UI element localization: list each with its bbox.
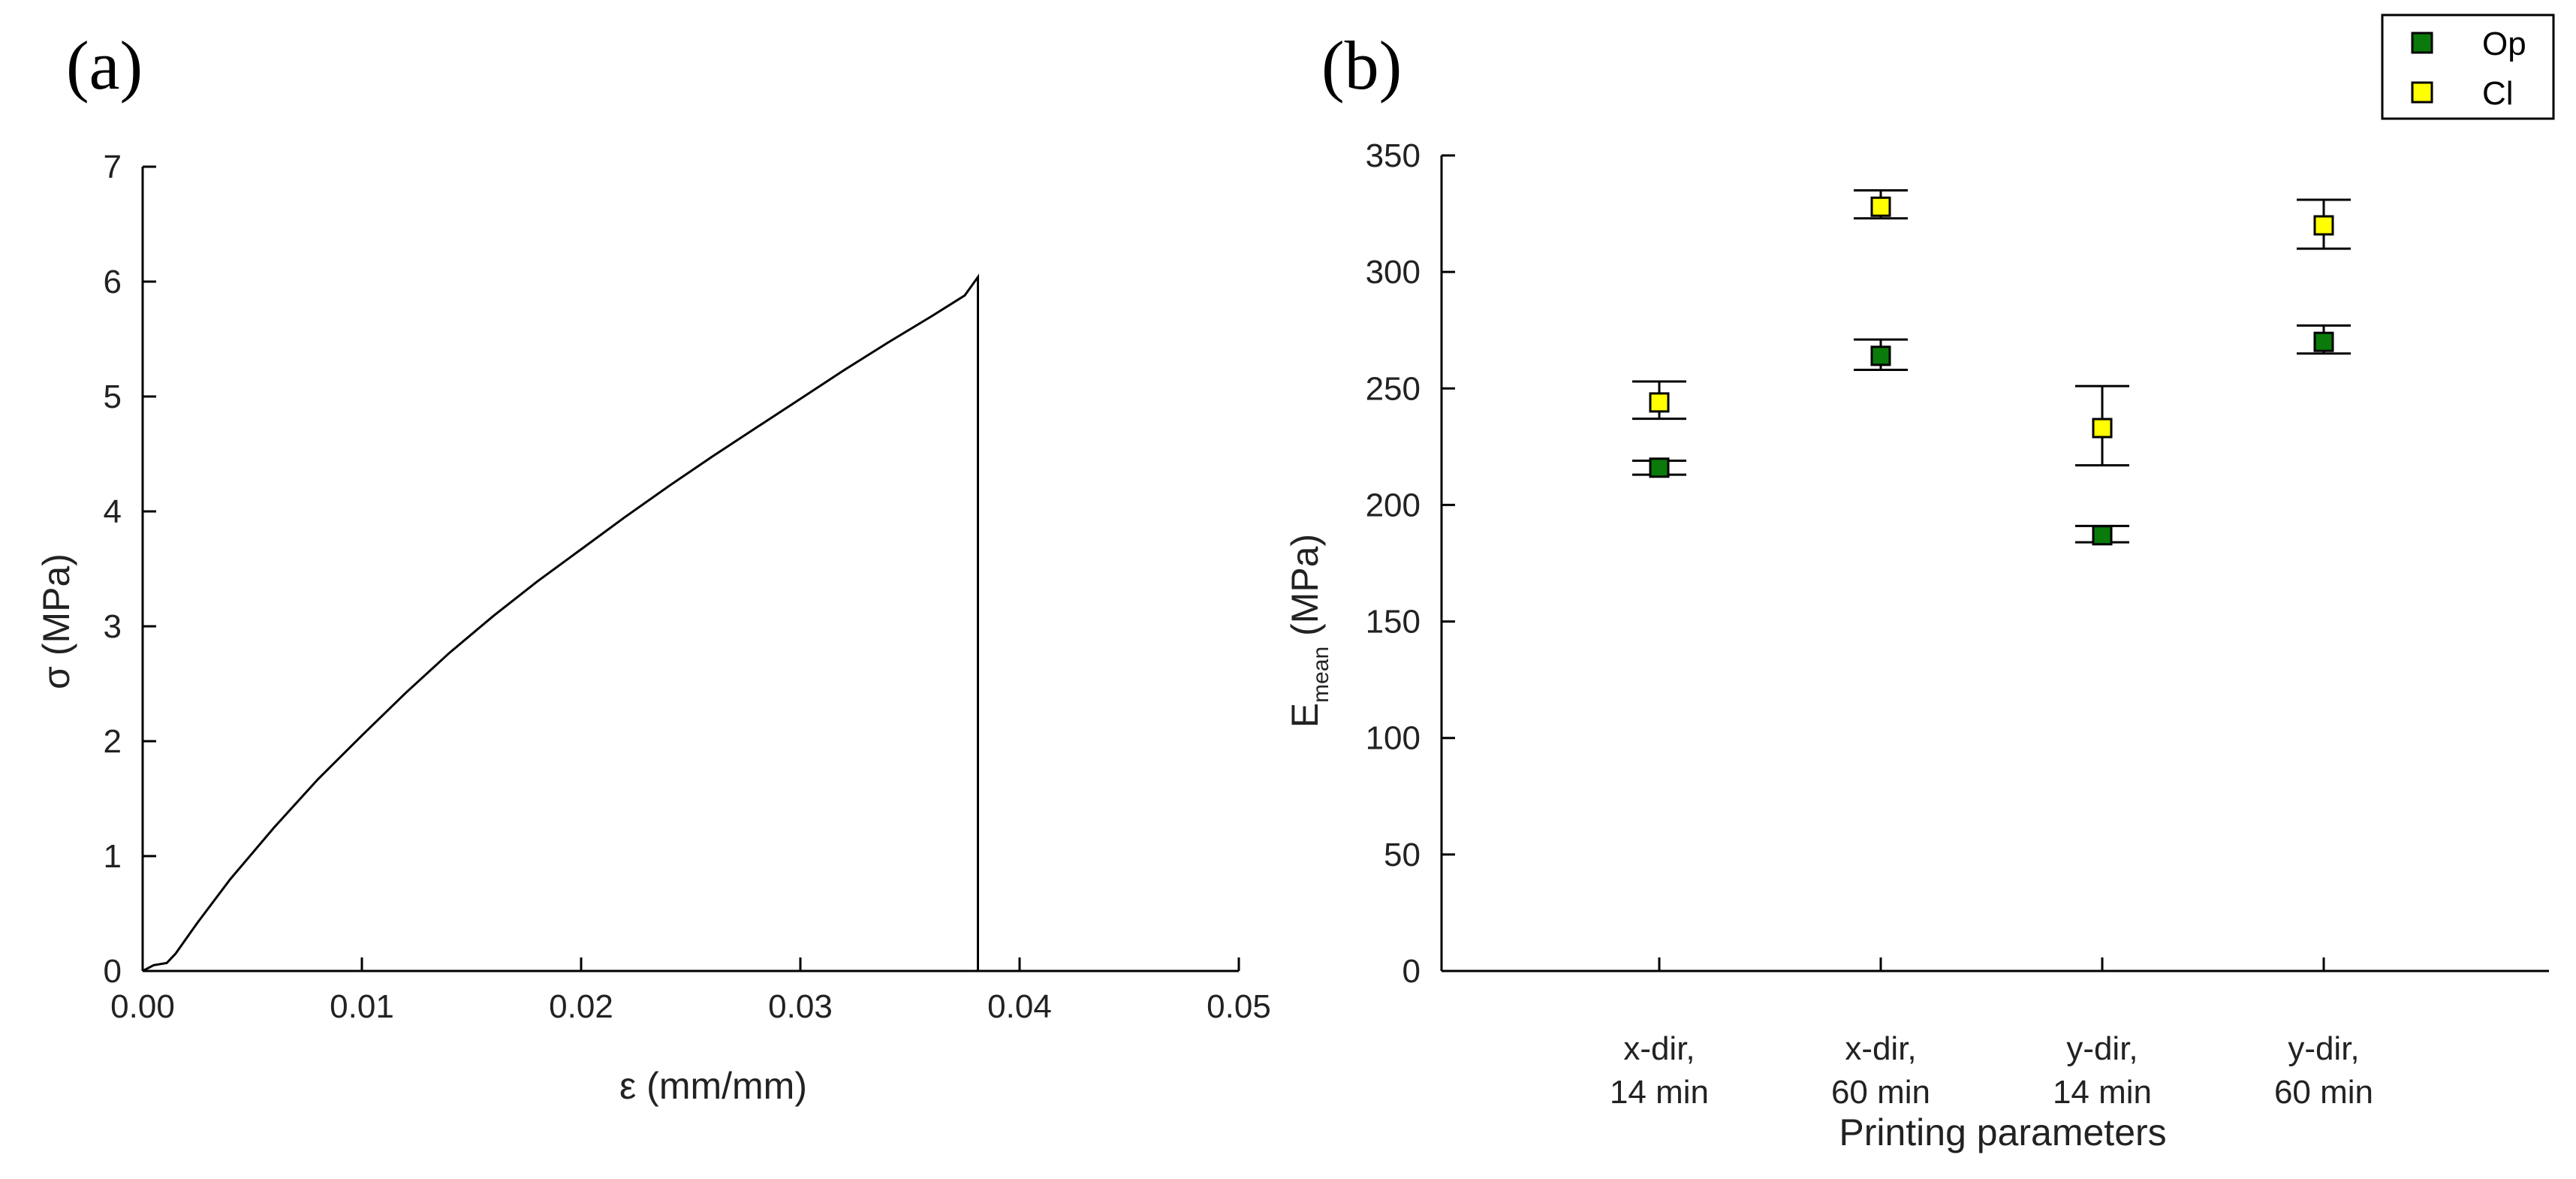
- x-tick-label-line2: 60 min: [2274, 1074, 2373, 1111]
- y-tick-label: 1: [104, 838, 122, 875]
- y-tick-label: 200: [1366, 487, 1421, 523]
- x-tick-label-line2: 60 min: [1831, 1074, 1930, 1111]
- x-tick-label-line2: 14 min: [2053, 1074, 2152, 1111]
- x-tick-label: 0.02: [549, 988, 613, 1025]
- x-tick-label-line1: y-dir,: [2288, 1030, 2359, 1067]
- legend: Op Cl: [2381, 14, 2555, 120]
- x-tick-label: 0.05: [1207, 988, 1271, 1025]
- data-point: [1870, 196, 1891, 217]
- y-tick-label: 2: [104, 723, 122, 760]
- x-tick-label-line1: x-dir,: [1623, 1030, 1695, 1067]
- y-tick-label: 4: [104, 493, 122, 530]
- series-cl: [1632, 189, 2351, 467]
- legend-swatch: [2411, 81, 2433, 104]
- x-tick-label: 0.04: [987, 988, 1052, 1025]
- panel-a: (a) 0 1 2 3 4 5 6 7 0.00 0.01 0.02 0.03 0.04 0.05 ε (mm…: [35, 27, 1271, 1107]
- x-tick-label: 0.01: [330, 988, 394, 1025]
- y-tick-label: 0: [1402, 953, 1421, 990]
- x-tick-label-line1: y-dir,: [2066, 1030, 2138, 1067]
- y-tick-label: 150: [1366, 604, 1421, 641]
- y-tick-label: 50: [1384, 837, 1421, 873]
- x-axis-title: Printing parameters: [1839, 1111, 2166, 1153]
- legend-box: [2381, 14, 2555, 120]
- y-tick-label: 5: [104, 378, 122, 415]
- stress-strain-curve: [142, 273, 979, 972]
- data-point: [2313, 215, 2334, 236]
- panel-a-label: (a): [66, 27, 143, 104]
- y-tick-label: 3: [104, 608, 122, 645]
- y-tick-label: 0: [104, 953, 122, 990]
- y-tick-label: 300: [1366, 254, 1421, 291]
- y-axis-title: σ (MPa): [35, 553, 77, 689]
- x-tick-label-line2: 14 min: [1610, 1074, 1709, 1111]
- x-tick-label: 0.00: [110, 988, 175, 1025]
- legend-label: Cl: [2482, 75, 2514, 112]
- y-axis-title-main: E: [1284, 703, 1326, 728]
- legend-label: Op: [2482, 26, 2526, 62]
- data-point: [1649, 392, 1670, 413]
- y-tick-label: 350: [1366, 137, 1421, 174]
- data-point: [2313, 331, 2334, 352]
- panel-b: (b) 0 50 100 150 200 250 300 350 x-dir, 14 min x-di…: [1284, 14, 2555, 1153]
- data-point: [2092, 418, 2113, 439]
- y-tick-label: 250: [1366, 370, 1421, 407]
- y-tick-label: 7: [104, 149, 122, 185]
- y-axis-title-rest: (MPa): [1284, 534, 1326, 647]
- x-tick-label-line1: x-dir,: [1845, 1030, 1916, 1067]
- y-axis-title-sub: mean: [1309, 647, 1333, 703]
- y-tick-label: 6: [104, 264, 122, 300]
- y-tick-label: 100: [1366, 720, 1421, 757]
- x-tick-label: 0.03: [768, 988, 833, 1025]
- y-axis-title: Emean (MPa): [1284, 534, 1333, 728]
- data-point: [1649, 457, 1670, 478]
- data-point: [2092, 525, 2113, 546]
- panel-b-label: (b): [1321, 27, 1402, 104]
- data-point: [1870, 345, 1891, 366]
- x-axis-title: ε (mm/mm): [619, 1065, 807, 1107]
- legend-swatch: [2411, 32, 2433, 54]
- series-op: [1632, 324, 2351, 546]
